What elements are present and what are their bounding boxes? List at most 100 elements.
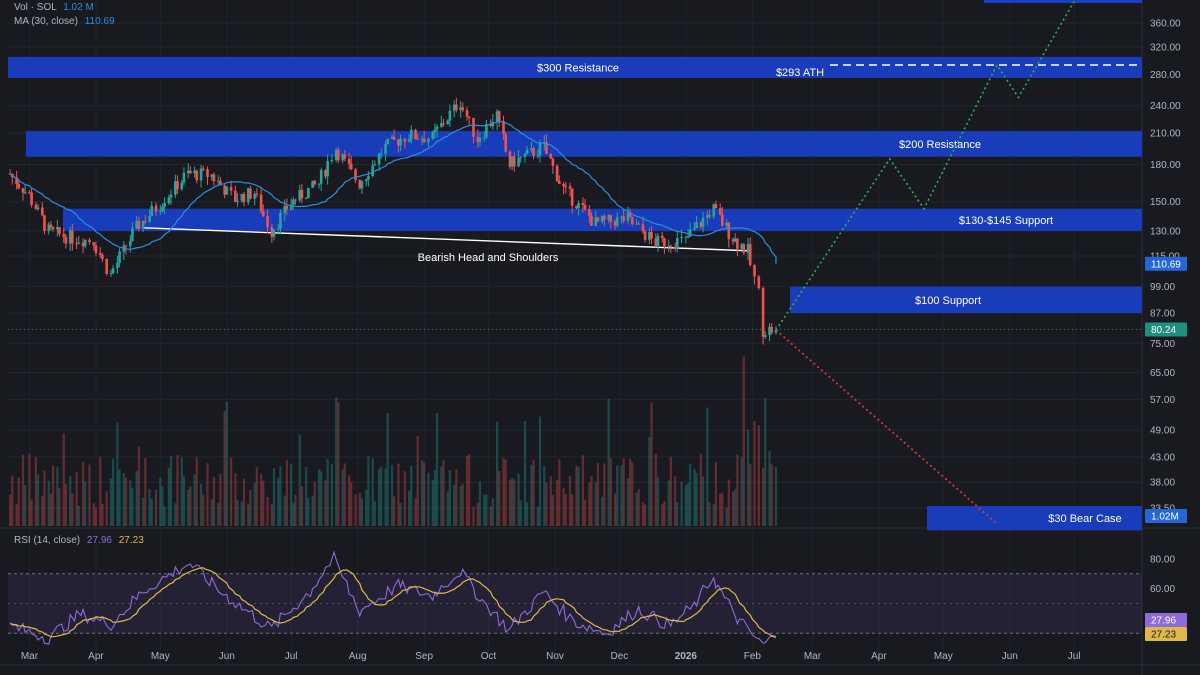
volume-bar <box>195 457 198 526</box>
volume-bar <box>641 502 645 526</box>
candle-body <box>334 149 338 160</box>
candle-body <box>354 169 357 181</box>
candle-body <box>307 187 310 199</box>
volume-bar <box>556 479 559 526</box>
candle-body <box>442 123 445 125</box>
volume-bar <box>603 463 606 526</box>
volume-bar <box>225 401 228 526</box>
volume-bar <box>294 494 297 526</box>
candle-body <box>508 151 512 167</box>
volume-bar <box>607 398 610 526</box>
candle-body <box>283 205 287 213</box>
volume-bar <box>167 467 170 526</box>
candle-body <box>620 216 623 218</box>
volume-bar <box>408 490 411 526</box>
volume-bar <box>163 506 166 526</box>
candle-body <box>109 273 113 275</box>
candle-body <box>150 205 154 216</box>
volume-bar <box>753 420 756 526</box>
candle-body <box>36 207 40 210</box>
candle-body <box>62 233 66 238</box>
candle-body <box>440 123 443 127</box>
volume-bar <box>283 495 286 526</box>
volume-bar <box>433 469 436 526</box>
volume-bar <box>326 458 329 526</box>
candle-body <box>249 188 252 199</box>
volume-bar <box>545 482 548 526</box>
volume-bar <box>465 456 469 526</box>
candle-body <box>229 186 233 191</box>
last-price-badge-bg <box>1145 322 1187 337</box>
candlestick-series <box>8 97 778 345</box>
candle-body <box>770 326 773 333</box>
volume-bar <box>69 475 72 526</box>
candle-body <box>718 208 722 215</box>
candle-body <box>276 228 280 230</box>
volume-bar <box>562 487 565 526</box>
pattern-label: Bearish Head and Shoulders <box>418 252 559 264</box>
candle-body <box>768 326 771 336</box>
candle-body <box>304 198 308 200</box>
volume-bar <box>594 482 597 526</box>
volume-bar <box>64 483 68 526</box>
candle-body <box>116 262 119 269</box>
candle-body <box>740 244 743 249</box>
volume-bar <box>478 481 482 526</box>
volume-bar <box>270 504 273 526</box>
candle-body <box>148 215 151 222</box>
candle-body <box>613 221 617 226</box>
candle-body <box>558 180 561 184</box>
volume-bar <box>47 480 50 526</box>
candle-body <box>673 246 677 249</box>
candle-body <box>364 179 368 182</box>
price-tick: 210.00 <box>1150 129 1181 140</box>
candle-body <box>219 180 222 186</box>
volume-bar <box>674 476 677 526</box>
price-tick: 57.00 <box>1150 395 1175 406</box>
candle-body <box>21 188 25 193</box>
zone-label: $200 Resistance <box>899 139 981 151</box>
candle-body <box>71 230 74 244</box>
volume-bar <box>504 459 507 526</box>
volume-bar <box>253 482 256 526</box>
volume-bar <box>693 468 696 526</box>
volume-bar <box>51 465 55 526</box>
candle-body <box>669 245 673 247</box>
candle-body <box>570 188 574 206</box>
candle-body <box>279 212 282 229</box>
candle-body <box>313 180 317 185</box>
time-tick: Mar <box>21 651 39 662</box>
zone-band <box>790 286 1142 313</box>
time-tick: Sep <box>415 651 433 662</box>
rsi-legend-value: 27.96 <box>86 535 112 546</box>
candle-body <box>476 136 480 142</box>
volume-bar <box>654 453 657 526</box>
volume-bar <box>262 480 265 526</box>
zone-band <box>984 0 1142 3</box>
candle-body <box>414 129 417 139</box>
volume-bar <box>260 474 263 526</box>
volume-bar <box>631 462 634 526</box>
candle-body <box>234 190 237 202</box>
volume-bar <box>350 482 353 526</box>
candle-body <box>289 204 293 210</box>
volume-bar <box>249 489 252 526</box>
volume-bar <box>386 412 389 526</box>
volume-bar <box>390 464 394 526</box>
volume-bar <box>84 481 87 526</box>
rsi-ma-badge: 27.23 <box>1151 630 1176 641</box>
candle-body <box>588 209 591 216</box>
volume-bar <box>536 506 539 526</box>
candle-body <box>379 153 383 155</box>
candle-body <box>23 192 27 194</box>
price-badges: 110.69 80.24 1.02M 27.96 27.23 <box>1145 256 1187 641</box>
volume-bar <box>193 474 196 526</box>
volume-bar <box>150 499 153 526</box>
candle-body <box>88 239 91 243</box>
candle-body <box>240 193 244 201</box>
candle-body <box>667 245 671 247</box>
candle-body <box>118 251 121 263</box>
